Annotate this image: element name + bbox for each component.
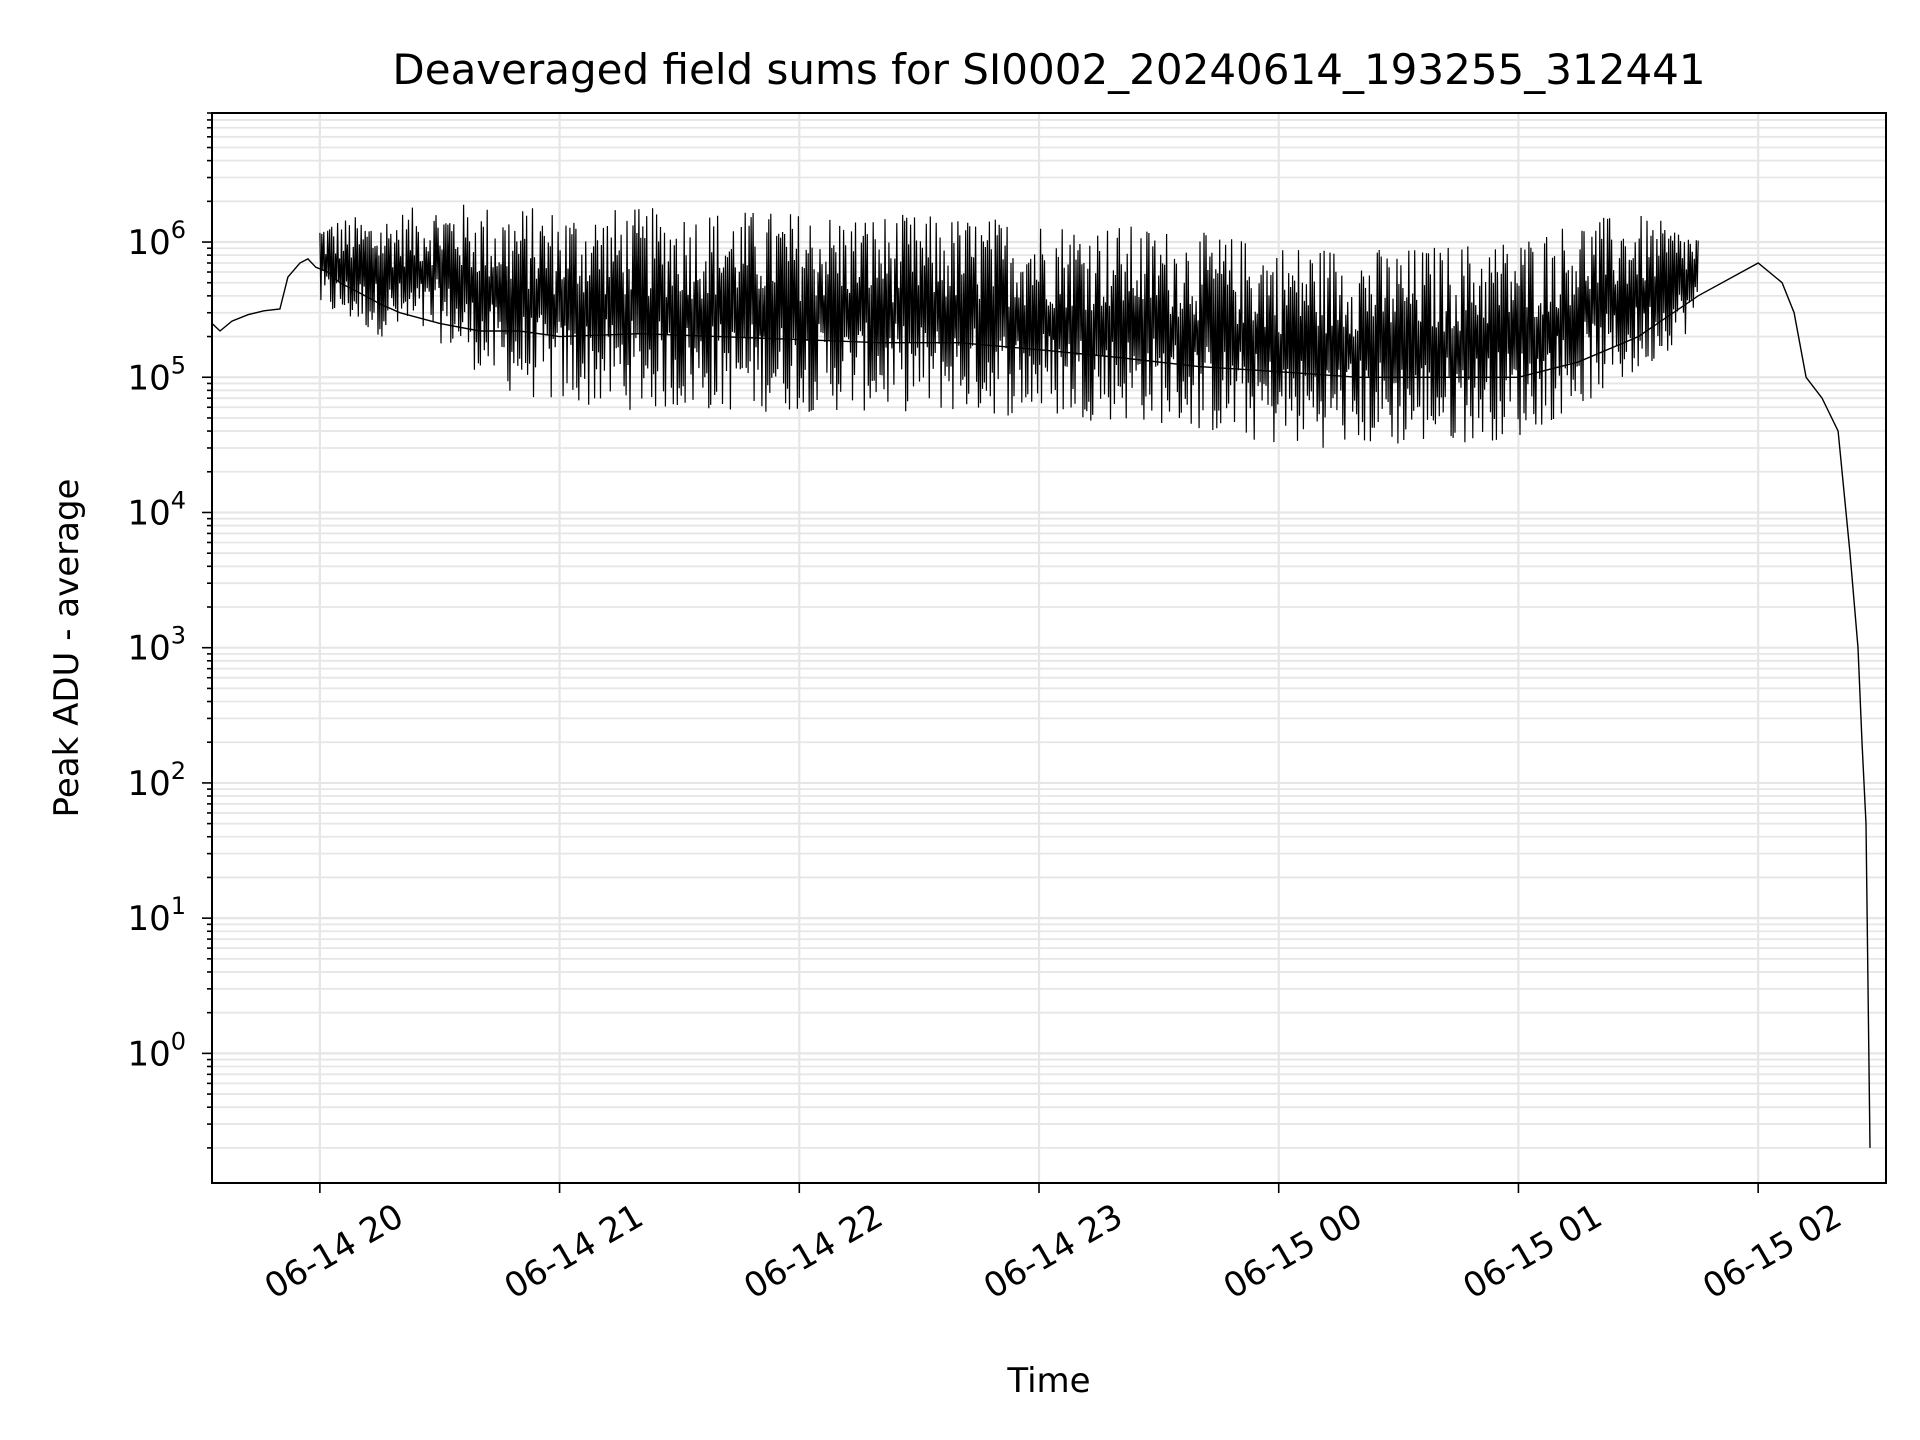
y-tick-label: 100 <box>127 1027 186 1074</box>
chart-title: Deaveraged field sums for SI0002_2024061… <box>392 45 1705 94</box>
y-tick-label: 101 <box>127 892 186 939</box>
series-line <box>211 258 1871 1148</box>
y-tick-label: 104 <box>127 486 186 533</box>
y-tick-label: 106 <box>127 216 186 263</box>
series-oscillation <box>319 204 1699 448</box>
grid <box>212 112 1886 1183</box>
plot-area <box>211 204 1871 1148</box>
y-tick-label: 102 <box>127 757 186 804</box>
x-axis-label: Time <box>1006 1361 1090 1401</box>
y-tick-label: 103 <box>127 622 186 669</box>
y-tick-label: 105 <box>127 351 186 398</box>
y-axis-label: Peak ADU - average <box>47 479 87 818</box>
